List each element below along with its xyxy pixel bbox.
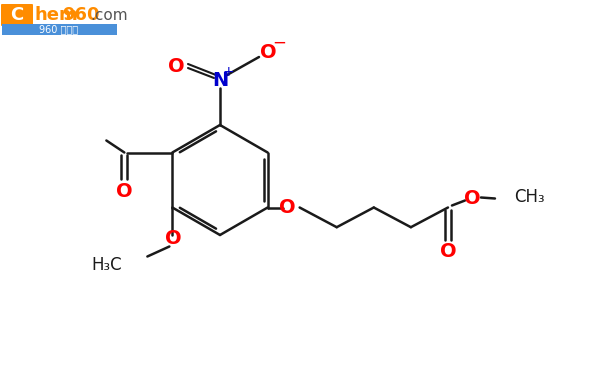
Text: O: O xyxy=(463,189,480,208)
Text: H₃C: H₃C xyxy=(92,256,122,274)
Text: 960 化工网: 960 化工网 xyxy=(39,24,79,34)
Text: hem: hem xyxy=(34,6,78,24)
Text: .com: .com xyxy=(90,8,128,22)
Text: 960: 960 xyxy=(62,6,99,24)
Text: CH₃: CH₃ xyxy=(514,189,544,207)
Text: O: O xyxy=(260,42,276,62)
Text: O: O xyxy=(165,229,182,248)
Text: O: O xyxy=(280,198,296,217)
Bar xyxy=(2,24,117,35)
Text: −: − xyxy=(272,34,286,52)
Text: O: O xyxy=(440,242,456,261)
Text: +: + xyxy=(222,65,234,79)
Text: N: N xyxy=(212,70,228,90)
FancyBboxPatch shape xyxy=(1,4,33,26)
Text: C: C xyxy=(10,6,24,24)
Text: O: O xyxy=(168,57,185,76)
Text: O: O xyxy=(116,182,132,201)
